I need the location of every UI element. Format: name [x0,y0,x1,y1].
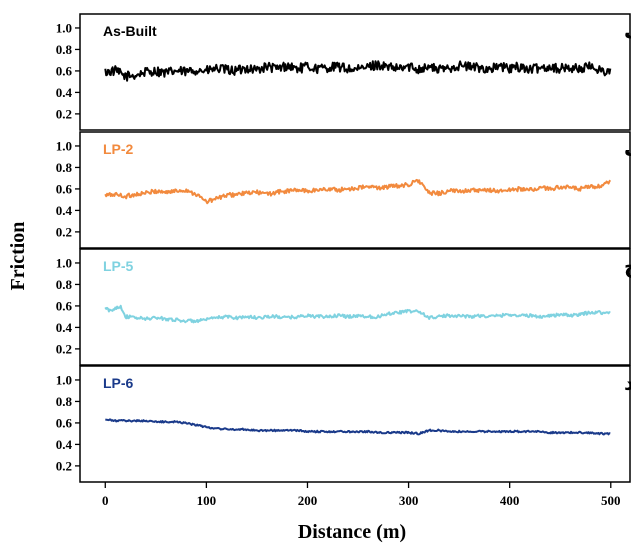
panel-letter: د [624,371,631,395]
x-tick-label: 400 [500,493,520,508]
x-axis-title: Distance (m) [298,521,406,543]
y-tick-label: 0.8 [56,394,73,409]
y-tick-label: 1.0 [56,138,72,153]
y-tick-label: 0.4 [56,437,73,452]
panel-lp-6: 0.2 0.4 0.6 0.8 1.0 LP-6 د [56,365,631,483]
y-tick-label: 0.2 [56,106,72,121]
series-label: LP-6 [103,375,134,391]
panel-letter: الف [624,19,631,43]
y-tick-label: 0.2 [56,458,72,473]
y-tick-label: 0.8 [56,42,73,57]
y-tick-label: 0.6 [56,415,73,430]
panel-as-built: 0.2 0.4 0.6 0.8 1.0 As-Built الف [56,13,631,131]
x-tick-label: 300 [399,493,419,508]
panel-letter: ب [624,137,631,161]
series-line [104,60,612,82]
panel-lp-5: 0.2 0.4 0.6 0.8 1.0 LP-5 ج [56,248,631,366]
y-tick-label: 1.0 [56,20,72,35]
y-tick-label: 0.4 [56,203,73,218]
y-tick-label: 0.2 [56,224,72,239]
y-tick-label: 0.2 [56,341,72,356]
panel-lp-2: 0.2 0.4 0.6 0.8 1.0 LP-2 ب [56,131,631,249]
y-tick-label: 0.6 [56,63,73,78]
series-label: LP-2 [103,141,134,157]
y-tick-label: 0.6 [56,298,73,313]
series-label: LP-5 [103,258,134,274]
y-axis-title: Friction [7,222,29,291]
series-label: As-Built [103,23,157,39]
y-tick-label: 0.4 [56,320,73,335]
x-axis: 0 100 200 300 400 500 [102,482,621,508]
panels-group: 0.2 0.4 0.6 0.8 1.0 As-Built الف 0.2 0.4 0.6 0.8 1.… [56,13,631,483]
x-tick-label: 500 [601,493,621,508]
y-tick-label: 0.4 [56,85,73,100]
x-tick-label: 200 [298,493,318,508]
panel-frame [79,365,631,483]
x-tick-label: 0 [102,493,109,508]
panel-frame [79,248,631,366]
series-line [104,304,611,324]
series-line [105,418,611,436]
panel-frame [79,131,631,249]
panel-frame [79,13,631,131]
y-tick-label: 1.0 [56,255,72,270]
y-tick-label: 0.8 [56,160,73,175]
panel-letter: ج [624,254,631,278]
series-line [104,178,612,205]
y-tick-label: 1.0 [56,372,72,387]
y-tick-label: 0.6 [56,181,73,196]
y-tick-label: 0.8 [56,277,73,292]
x-tick-label: 100 [197,493,217,508]
